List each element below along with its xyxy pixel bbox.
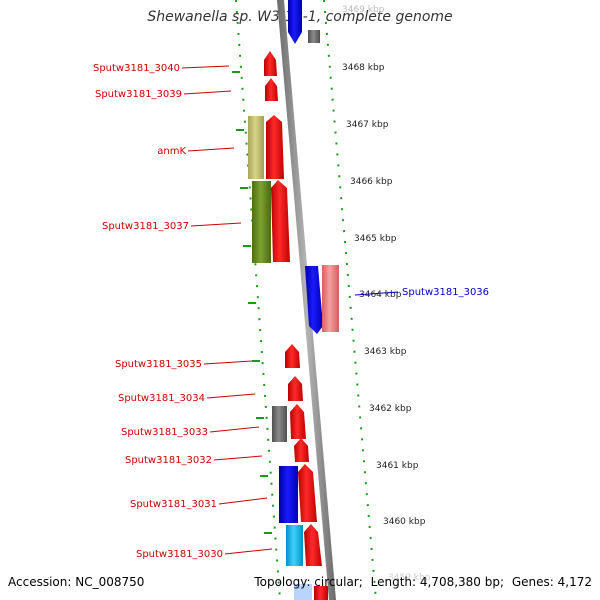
gc-ring-left xyxy=(235,0,281,600)
gene-label: Sputw3181_3034 xyxy=(118,393,205,404)
gene-gray-top xyxy=(308,30,320,43)
gene-label: Sputw3181_3031 xyxy=(130,499,217,510)
tick-label: 3463 kbp xyxy=(364,347,407,357)
gene-sputw3181-3036-cog xyxy=(322,265,339,332)
gene-sputw3181-3032 xyxy=(294,438,309,462)
genes-text: Genes: 4,172 xyxy=(511,575,592,589)
gene-sputw3181-3039 xyxy=(265,78,278,101)
gene-label: Sputw3181_3030 xyxy=(136,549,223,560)
gc-ring-right xyxy=(323,0,377,600)
gene-label: anmK xyxy=(157,146,186,157)
tick-label: 3469 kbp xyxy=(342,5,385,15)
tick-label: 3461 kbp xyxy=(376,461,419,471)
gene-sputw3181-3030 xyxy=(304,524,322,566)
accession-text: Accession: NC_008750 xyxy=(8,575,145,589)
gene-label: Sputw3181_3032 xyxy=(125,455,212,466)
gc-skew-marks xyxy=(232,71,272,534)
kbp-ticks: 3469 kbp 3468 kbp 3467 kbp 3466 kbp 3465… xyxy=(342,5,431,583)
gene-bottom-red xyxy=(314,586,328,600)
gene-sputw3181-3036 xyxy=(305,266,323,334)
gene-bottom-blue xyxy=(294,584,312,600)
gene-sputw3181-3040 xyxy=(264,51,277,76)
gene-label: Sputw3181_3036 xyxy=(402,287,489,298)
tick-label: 3465 kbp xyxy=(354,234,397,244)
gene-label: Sputw3181_3037 xyxy=(102,221,189,232)
gene-sputw3181-3030-cog xyxy=(286,525,303,566)
gene-label: Sputw3181_3040 xyxy=(93,63,180,74)
tick-label: 3467 kbp xyxy=(346,120,389,130)
gene-sputw3181-3035 xyxy=(285,344,300,368)
gene-label: Sputw3181_3035 xyxy=(115,359,202,370)
gene-sputw3181-3037 xyxy=(271,180,290,262)
length-text: Length: 4,708,380 bp; xyxy=(370,575,505,589)
gene-sputw3181-3033 xyxy=(290,404,306,439)
tick-label: 3460 kbp xyxy=(383,517,426,527)
topology-text: Topology: circular; xyxy=(254,575,363,589)
gene-sputw3181-3031 xyxy=(298,464,317,522)
gene-sputw3181-3034 xyxy=(288,376,303,401)
gene-labels: Sputw3181_3040 Sputw3181_3039 anmK Sputw… xyxy=(93,63,489,560)
tick-label: 3468 kbp xyxy=(342,63,385,73)
tick-label: 3466 kbp xyxy=(350,177,393,187)
gene-reverse-top xyxy=(288,0,302,44)
gene-sputw3181-3037-cog xyxy=(252,181,271,263)
gene-label: Sputw3181_3033 xyxy=(121,427,208,438)
genome-stats: Topology: circular; Length: 4,708,380 bp… xyxy=(254,575,592,589)
label-leaders xyxy=(181,65,399,555)
gene-label: Sputw3181_3039 xyxy=(95,89,182,100)
genome-backbone xyxy=(277,0,336,600)
gene-sputw3181-3033-cog xyxy=(272,406,287,442)
tick-label: 3464 kbp xyxy=(359,290,402,300)
gene-anmk xyxy=(266,115,284,179)
tick-label: 3459 kbp xyxy=(388,573,431,583)
tick-label: 3462 kbp xyxy=(369,404,412,414)
gene-anmk-cog xyxy=(248,116,264,179)
gene-sputw3181-3031-cog xyxy=(279,466,298,523)
